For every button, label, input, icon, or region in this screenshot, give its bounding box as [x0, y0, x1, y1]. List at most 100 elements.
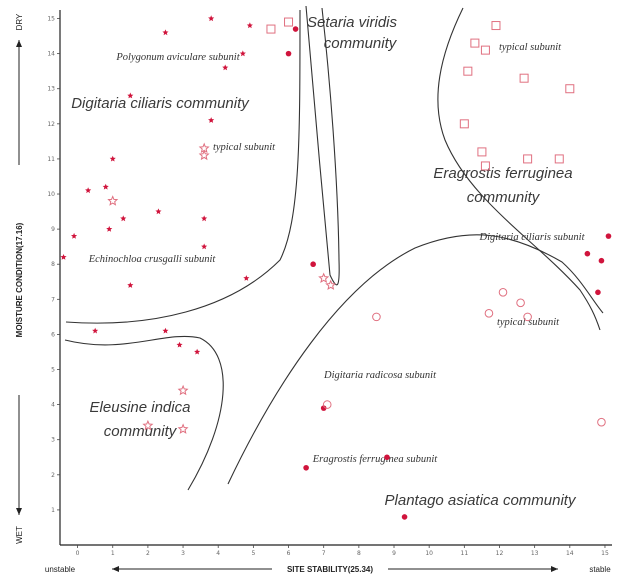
point-open-square: [554, 154, 564, 164]
x-tick-label: 2: [146, 550, 150, 557]
y-axis-top-end-label: DRY: [15, 13, 24, 30]
y-tick-label: 10: [47, 191, 55, 198]
y-tick-label: 1: [51, 507, 55, 514]
subunit-label-eragrostis-ferruginea: Eragrostis ferruginea subunit: [312, 454, 439, 465]
y-tick-label: 11: [47, 156, 55, 163]
point-open-star: [177, 384, 189, 396]
point-open-star: [325, 279, 337, 290]
point-open-circle: [597, 417, 606, 427]
x-axis-label: SITE STABILITY(25.34): [287, 565, 373, 574]
point-open-square: [266, 24, 276, 34]
y-axis-label: MOISTURE CONDITION(17.16): [15, 222, 24, 337]
subunit-label-typical-1: typical subunit: [213, 142, 276, 153]
point-small-star: [120, 215, 127, 222]
x-tick-label: 11: [461, 550, 469, 557]
point-filled-dot: [292, 26, 299, 32]
point-small-star: [92, 327, 99, 334]
point-small-star: [85, 187, 92, 194]
x-tick-label: 4: [216, 550, 220, 557]
point-open-circle: [372, 312, 381, 322]
point-small-star: [127, 282, 134, 288]
digitaria-ciliaris-boundary: [65, 9, 301, 324]
point-open-circle: [484, 309, 494, 318]
subunit-label-digitaria-radicosa: Digitaria radicosa subunit: [323, 370, 437, 381]
x-tick-label: 10: [425, 550, 433, 557]
community-label-digitaria-ciliaris: Digitaria ciliaris community: [71, 95, 250, 112]
point-small-star: [106, 225, 113, 232]
y-axis-arrowhead-down: [16, 508, 22, 515]
point-open-square: [477, 147, 487, 157]
point-open-star: [198, 142, 210, 154]
x-tick-label: 3: [181, 550, 185, 557]
point-open-star: [142, 419, 154, 431]
point-small-star: [208, 15, 215, 22]
point-open-square: [523, 154, 533, 164]
point-open-star: [177, 423, 189, 434]
point-small-star: [162, 327, 169, 334]
point-open-circle: [516, 298, 525, 308]
point-open-square: [519, 73, 529, 83]
point-open-star: [198, 149, 210, 161]
point-small-star: [155, 208, 162, 215]
y-tick-label: 12: [47, 121, 55, 128]
boundary-curves: [64, 5, 604, 491]
x-tick-label: 0: [76, 550, 80, 557]
x-tick-label: 5: [251, 550, 255, 557]
point-filled-dot: [320, 405, 327, 411]
subunit-label-polygonum: Polygonum aviculare subunit: [115, 52, 240, 63]
point-filled-dot: [384, 454, 390, 461]
point-small-star: [222, 64, 229, 71]
y-tick-label: 6: [51, 331, 55, 338]
y-tick-label: 2: [51, 472, 55, 479]
community-label-plantago-asiatica: Plantago asiatica community: [385, 492, 577, 509]
point-filled-dot: [303, 464, 309, 471]
subunit-label-digitaria-ciliaris: Digitaria ciliaris subunit: [478, 232, 585, 243]
point-open-square: [470, 38, 480, 48]
setaria-boundary: [305, 5, 340, 286]
point-open-square: [459, 119, 469, 129]
point-small-star: [194, 348, 201, 355]
y-tick-label: 8: [51, 261, 55, 268]
x-tick-label: 9: [392, 550, 396, 557]
point-filled-dot: [285, 50, 292, 57]
x-tick-label: 7: [322, 550, 326, 557]
point-open-square: [284, 17, 294, 27]
point-small-star: [246, 22, 253, 29]
x-tick-label: 13: [531, 550, 539, 557]
point-open-circle: [322, 400, 332, 409]
y-tick-label: 15: [47, 16, 55, 23]
x-ticks: 0 1 2 3 4 5 6 7 8 9 10 11 12 13 14 15: [76, 545, 609, 557]
point-small-star: [162, 29, 169, 36]
point-open-square: [491, 21, 501, 31]
x-tick-label: 12: [496, 550, 504, 557]
y-tick-label: 5: [51, 367, 55, 374]
data-points: [60, 15, 612, 520]
point-small-star: [201, 243, 208, 250]
y-tick-label: 7: [51, 296, 55, 303]
point-open-star: [107, 195, 119, 206]
y-tick-label: 14: [47, 51, 55, 58]
x-tick-label: 6: [287, 550, 291, 557]
point-filled-dot: [595, 289, 601, 296]
x-axis-left-end-label: unstable: [45, 565, 76, 574]
x-tick-label: 1: [111, 550, 115, 557]
x-tick-label: 15: [601, 550, 609, 557]
point-open-square: [565, 84, 575, 94]
eleusine-boundary: [64, 335, 224, 491]
point-small-star: [60, 254, 67, 260]
point-small-star: [201, 215, 208, 222]
point-small-star: [176, 341, 183, 348]
x-axis-right-end-label: stable: [589, 565, 611, 574]
point-open-square: [480, 161, 490, 171]
eragrostis-boundary: [437, 7, 601, 331]
point-open-circle: [523, 312, 532, 322]
point-filled-dot: [605, 233, 612, 239]
point-open-star: [318, 272, 330, 283]
y-axis-bottom-end-label: WET: [15, 526, 24, 544]
y-tick-label: 9: [51, 226, 55, 233]
x-tick-label: 14: [566, 550, 574, 557]
point-filled-dot: [598, 257, 605, 264]
x-axis-arrowhead-left: [112, 566, 119, 572]
